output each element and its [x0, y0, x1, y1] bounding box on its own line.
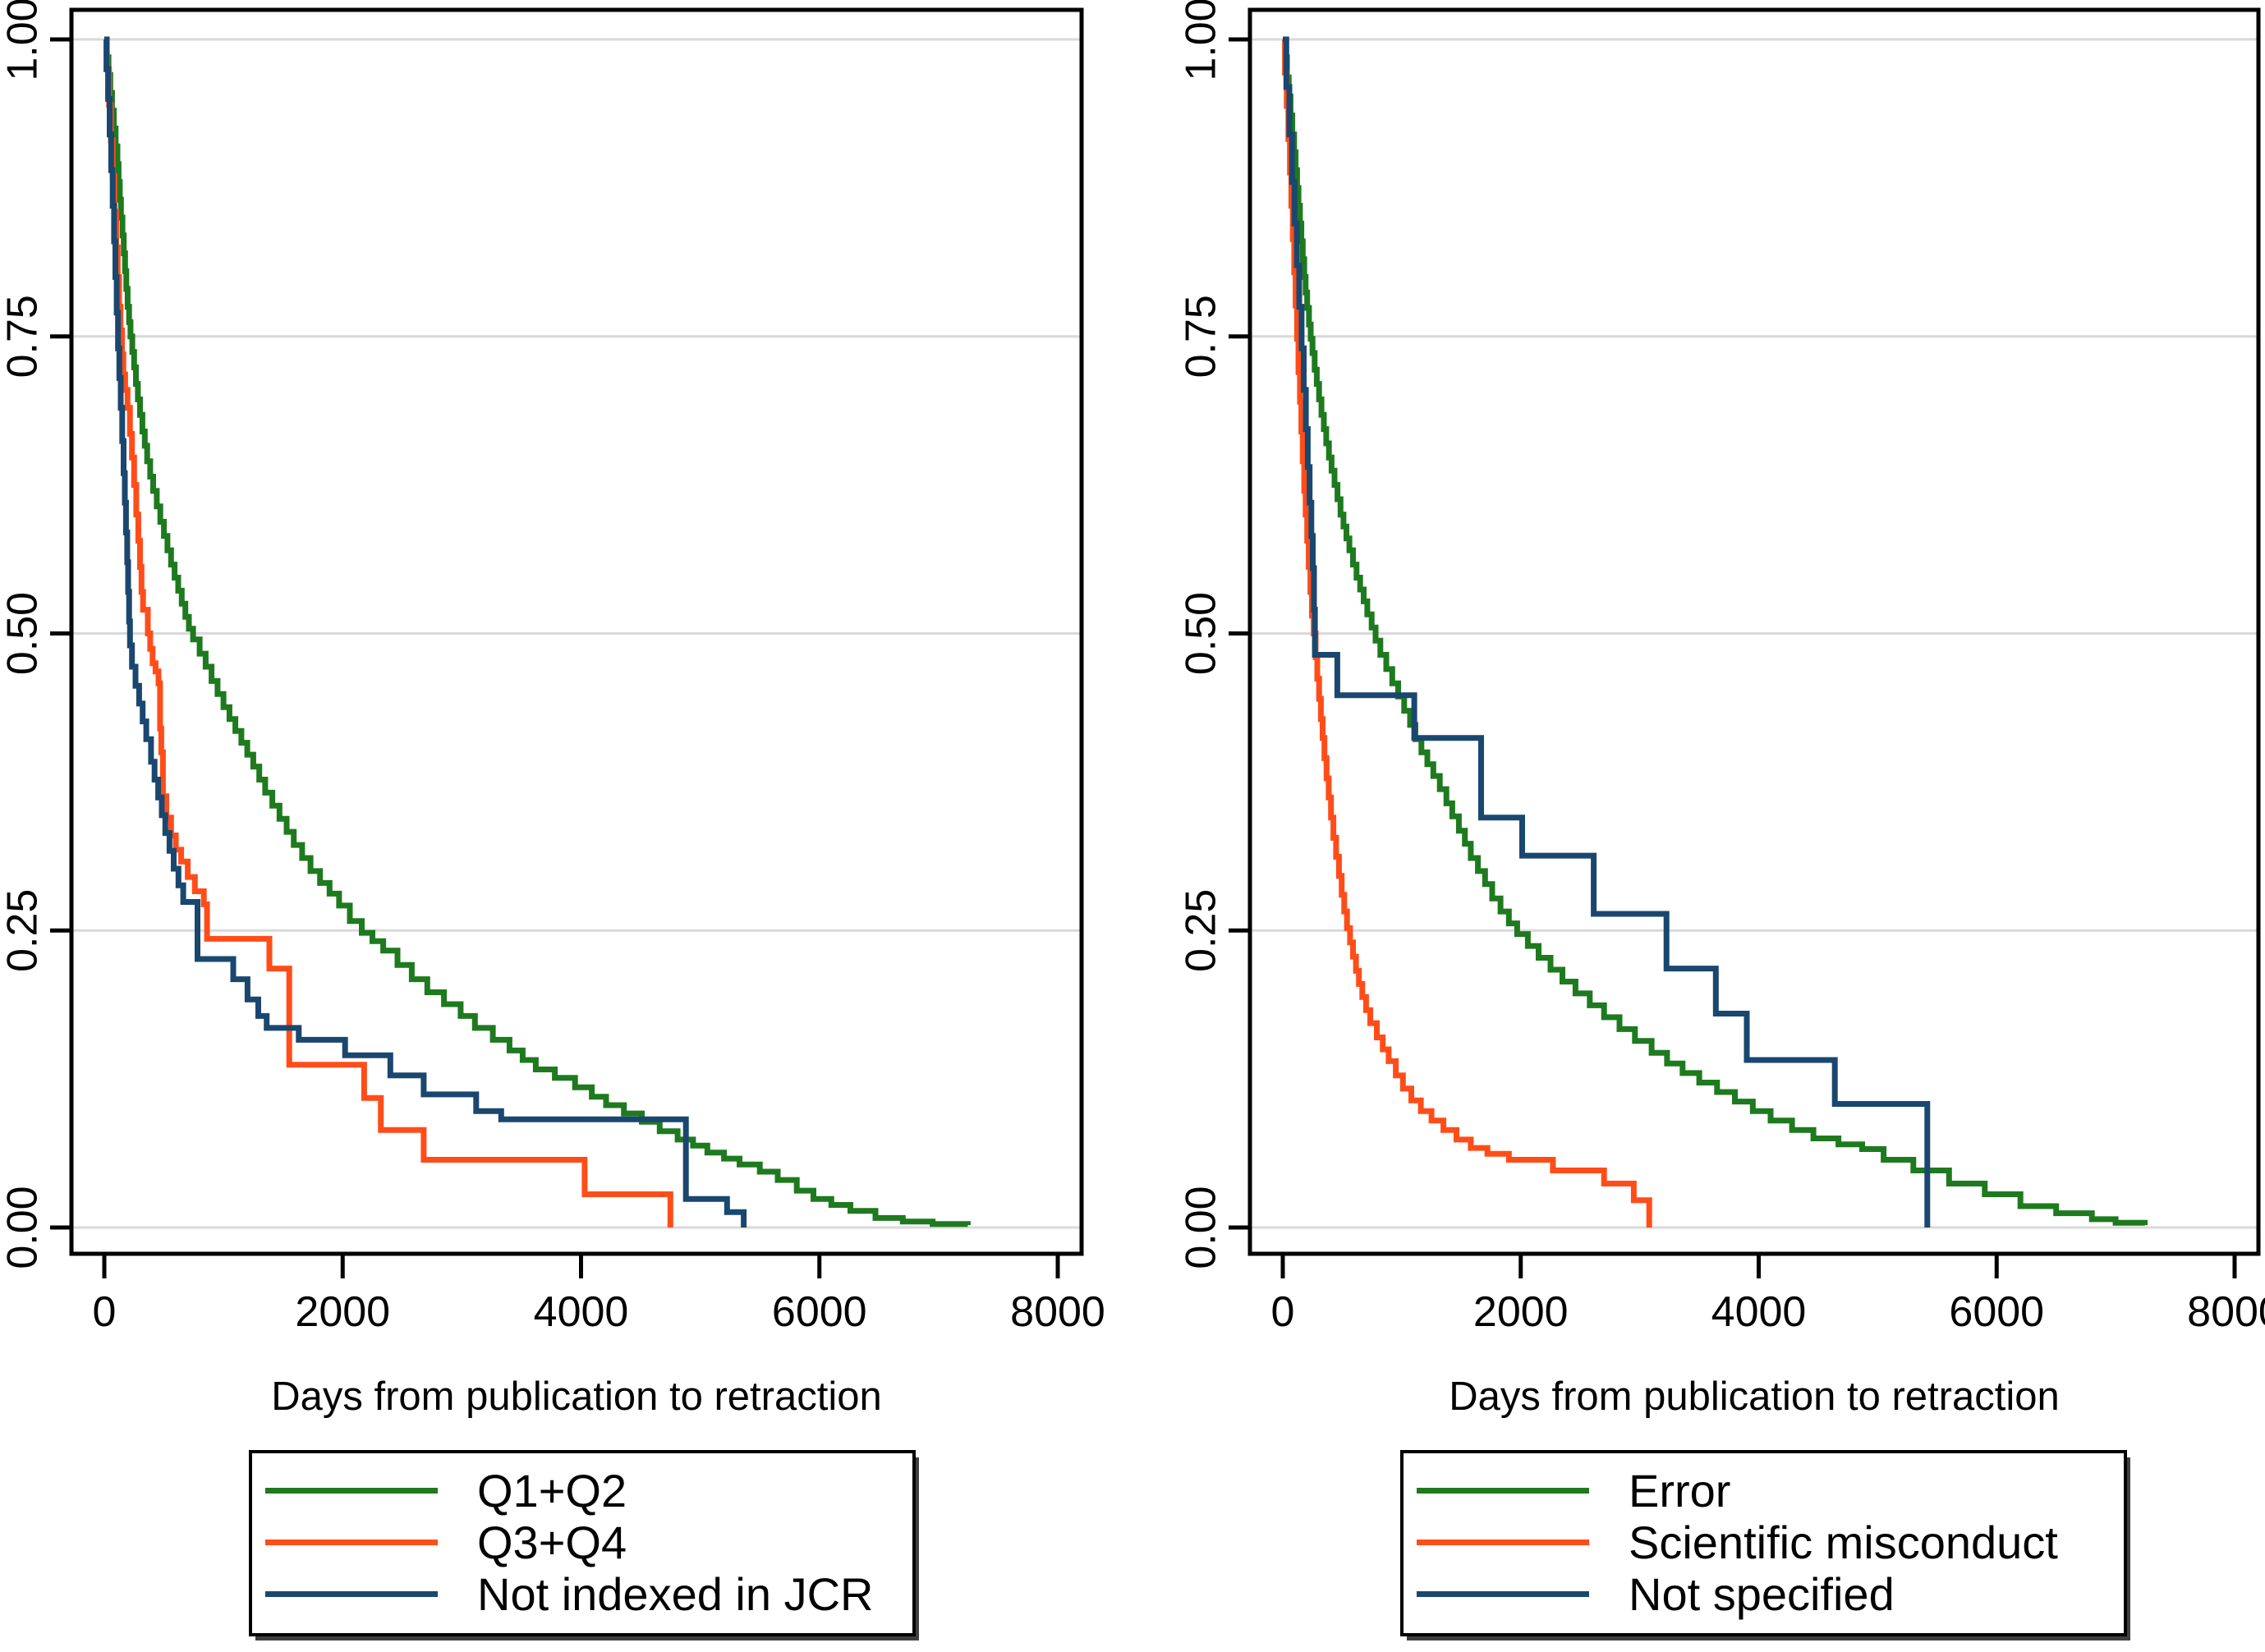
- legend-label: Not specified: [1629, 1568, 1895, 1620]
- y-tick-label: 0.00: [1178, 1186, 1225, 1269]
- x-tick-label: 6000: [772, 1288, 867, 1336]
- y-tick-label: 0.25: [1178, 889, 1225, 972]
- legend-label: Not indexed in JCR: [477, 1568, 874, 1620]
- legend-left: Q1+Q2 Q3+Q4 Not indexed in JCR: [249, 1450, 916, 1636]
- legend-right: Error Scientific misconduct Not specifie…: [1400, 1450, 2127, 1636]
- x-tick-label: 6000: [1949, 1288, 2044, 1336]
- y-tick-label: 0.00: [0, 1186, 47, 1269]
- legend-label: Q1+Q2: [477, 1465, 627, 1517]
- y-tick-label: 0.50: [0, 592, 47, 675]
- x-tick-label: 4000: [534, 1288, 629, 1336]
- survival-curve-not-indexed-in-jcr: [103, 36, 747, 1228]
- y-tick-label: 0.25: [0, 889, 47, 972]
- legend-line-swatch-orange: [1417, 1540, 1589, 1545]
- legend-row: Q1+Q2: [252, 1465, 912, 1517]
- legend-label: Error: [1629, 1465, 1731, 1517]
- y-tick-label: 1.00: [0, 0, 47, 81]
- legend-row: Error: [1404, 1465, 2124, 1517]
- legend-row: Q3+Q4: [252, 1517, 912, 1568]
- legend-line-swatch-navy: [265, 1591, 438, 1597]
- plot-frame: [69, 7, 1084, 1256]
- legend-line-swatch-orange: [265, 1540, 438, 1545]
- x-axis-label-right: Days from publication to retraction: [1449, 1374, 2060, 1419]
- y-tick-label: 0.50: [1178, 592, 1225, 675]
- survival-curve-scientific-misconduct: [1282, 36, 1652, 1228]
- x-tick-label: 2000: [1473, 1288, 1569, 1336]
- y-tick-label: 0.75: [0, 295, 47, 378]
- legend-line-swatch-green: [1417, 1488, 1589, 1494]
- legend-row: Not specified: [1404, 1568, 2124, 1620]
- legend-label: Q3+Q4: [477, 1517, 627, 1568]
- plot-frame: [1247, 7, 2261, 1256]
- legend-row: Not indexed in JCR: [252, 1568, 912, 1620]
- x-tick-label: 2000: [295, 1288, 390, 1336]
- x-tick-label: 4000: [1711, 1288, 1807, 1336]
- legend-line-swatch-green: [265, 1488, 438, 1494]
- legend-line-swatch-navy: [1417, 1591, 1589, 1597]
- x-tick-label: 0: [93, 1288, 117, 1336]
- x-axis-label-left: Days from publication to retraction: [271, 1374, 882, 1419]
- y-tick-label: 0.75: [1178, 295, 1225, 378]
- legend-row: Scientific misconduct: [1404, 1517, 2124, 1568]
- x-tick-label: 8000: [2187, 1288, 2265, 1336]
- x-tick-label: 0: [1271, 1288, 1295, 1336]
- x-tick-label: 8000: [1010, 1288, 1105, 1336]
- y-tick-label: 1.00: [1178, 0, 1225, 81]
- legend-label: Scientific misconduct: [1629, 1517, 2058, 1568]
- survival-curve-not-specified: [1283, 36, 1931, 1228]
